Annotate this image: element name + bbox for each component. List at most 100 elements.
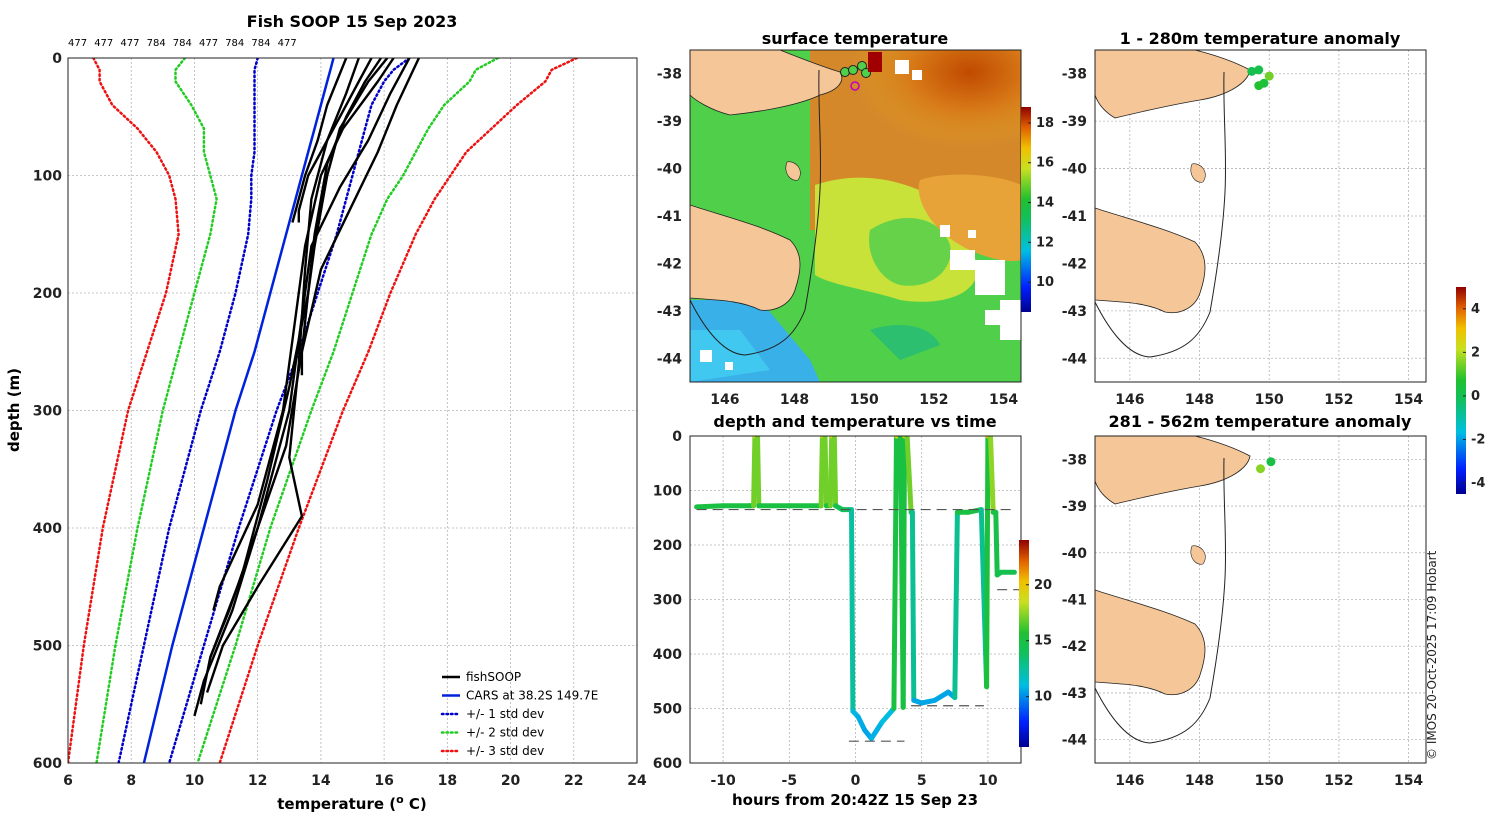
track-segment xyxy=(868,719,885,741)
y-tick-label: 400 xyxy=(653,647,682,663)
lon-tick-label: 148 xyxy=(1185,392,1214,408)
anomaly-shallow-points xyxy=(1247,65,1274,91)
lon-tick-label: 146 xyxy=(1115,773,1144,789)
lon-tick-label: 152 xyxy=(1324,392,1353,408)
sst-colorbar-ticks: 10 12 14 16 18 xyxy=(1028,116,1054,290)
track-segment xyxy=(932,689,951,703)
anomaly-shallow-panel: 1 - 280m temperature anomaly 146 148 150 15… xyxy=(1062,29,1427,408)
sst-ticks: 146 148 150 152 154 -38 -39 -40 -41 -42 -43 -44 xyxy=(657,67,1019,408)
y-tick-label: 500 xyxy=(653,702,682,718)
track-segment xyxy=(900,436,907,710)
lat-tick-label: -41 xyxy=(1062,209,1087,225)
track-segment xyxy=(831,436,839,509)
fishsoop-profile-line xyxy=(212,58,395,611)
std3-high-line xyxy=(218,58,579,763)
depth-time-track xyxy=(694,436,1021,742)
std3-low-line xyxy=(68,58,180,763)
probe-type-label: 784 xyxy=(173,38,192,49)
cars-mean-line xyxy=(142,58,335,763)
x-tick-label: 10 xyxy=(185,773,205,789)
sst-observation-points xyxy=(840,52,882,91)
lat-tick-label: -44 xyxy=(657,351,683,367)
lon-tick-label: 152 xyxy=(919,392,948,408)
track-segment xyxy=(694,503,726,510)
probe-type-label: 784 xyxy=(225,38,244,49)
depth-time-colorbar xyxy=(1019,540,1029,747)
track-segment xyxy=(984,436,991,690)
x-tick-label: 14 xyxy=(311,773,331,789)
track-segment xyxy=(818,436,825,509)
fishsoop-profile-line xyxy=(199,58,389,705)
depth-time-panel: depth and temperature vs time -10 -5 0 5 100… xyxy=(653,412,1052,809)
depth-time-xlabel: hours from 20:42Z 15 Sep 23 xyxy=(732,791,978,809)
anomaly-shallow-map xyxy=(1095,50,1274,358)
lat-tick-label: -41 xyxy=(1062,593,1087,609)
track-segment xyxy=(855,714,868,733)
x-tick-label: 0 xyxy=(851,773,861,789)
anomaly-point xyxy=(1254,81,1264,91)
lon-tick-label: 154 xyxy=(1394,773,1423,789)
lat-tick-label: -44 xyxy=(1062,351,1088,367)
colorbar-tick-label: 16 xyxy=(1036,156,1054,171)
lat-tick-label: -43 xyxy=(1062,686,1087,702)
colorbar-tick-label: 0 xyxy=(1471,389,1480,404)
lon-tick-label: 146 xyxy=(710,392,739,408)
colorbar-tick-label: 20 xyxy=(1034,578,1052,593)
x-tick-label: 6 xyxy=(63,773,73,789)
anomaly-point xyxy=(1254,65,1264,75)
std2-low-line xyxy=(95,58,218,763)
x-tick-label: 8 xyxy=(126,773,136,789)
anomaly-deep-points xyxy=(1256,457,1276,474)
track-segment xyxy=(849,507,856,714)
lat-tick-label: -42 xyxy=(1062,256,1087,272)
fishsoop-profile-line xyxy=(193,58,420,717)
probe-type-label: 477 xyxy=(94,38,113,49)
probe-type-label: 784 xyxy=(251,38,270,49)
lon-tick-label: 154 xyxy=(989,392,1018,408)
probe-type-label: 477 xyxy=(278,38,297,49)
y-tick-label: 600 xyxy=(33,756,62,772)
lat-tick-label: -39 xyxy=(1062,499,1087,515)
track-segment xyxy=(904,436,914,515)
lat-tick-label: -41 xyxy=(657,209,682,225)
lat-tick-label: -40 xyxy=(1062,546,1088,562)
y-tick-label: 200 xyxy=(33,286,62,302)
lon-tick-label: 152 xyxy=(1324,773,1353,789)
legend-label: +/- 1 std dev xyxy=(466,707,544,721)
x-tick-label: 24 xyxy=(627,773,647,789)
colorbar-tick-label: 2 xyxy=(1471,345,1480,360)
y-tick-label: 300 xyxy=(33,404,62,420)
anomaly-deep-panel: 281 - 562m temperature anomaly 146 148 150… xyxy=(1062,412,1427,789)
y-tick-label: 200 xyxy=(653,538,682,554)
profile-xlabel: temperature (o C) xyxy=(277,793,427,813)
probe-type-label: 784 xyxy=(147,38,166,49)
anomaly-deep-axes-box xyxy=(1094,435,1427,764)
sst-colorbar xyxy=(1021,107,1031,312)
fishsoop-profile-line xyxy=(297,58,373,223)
lat-tick-label: -42 xyxy=(1062,639,1087,655)
colorbar-tick-label: 14 xyxy=(1036,196,1054,211)
profile-axes-box xyxy=(67,57,638,764)
profile-legend: fishSOOP CARS at 38.2S 149.7E +/- 1 std de… xyxy=(440,670,598,758)
track-segment xyxy=(822,436,829,509)
x-tick-label: 16 xyxy=(374,773,393,789)
y-tick-label: 400 xyxy=(33,521,62,537)
anomaly-shallow-title: 1 - 280m temperature anomaly xyxy=(1120,29,1401,48)
lon-tick-label: 150 xyxy=(1255,392,1284,408)
figure-title: Fish SOOP 15 Sep 2023 xyxy=(247,12,458,31)
legend-label: CARS at 38.2S 149.7E xyxy=(466,689,598,703)
lat-tick-label: -44 xyxy=(1062,733,1088,749)
lon-tick-label: 150 xyxy=(1255,773,1284,789)
colorbar-tick-label: 10 xyxy=(1034,690,1052,705)
sst-field xyxy=(690,50,1021,382)
track-segment xyxy=(751,436,758,509)
lat-tick-label: -42 xyxy=(657,256,682,272)
sst-map-panel: surface temperature xyxy=(657,29,1054,408)
y-tick-label: 0 xyxy=(52,51,62,67)
sst-title: surface temperature xyxy=(762,29,949,48)
lat-tick-label: -40 xyxy=(657,162,683,178)
anomaly-deep-grid xyxy=(1095,436,1426,763)
track-segment xyxy=(891,436,899,711)
lon-tick-label: 148 xyxy=(780,392,809,408)
colorbar-tick-label: 10 xyxy=(1036,275,1054,290)
